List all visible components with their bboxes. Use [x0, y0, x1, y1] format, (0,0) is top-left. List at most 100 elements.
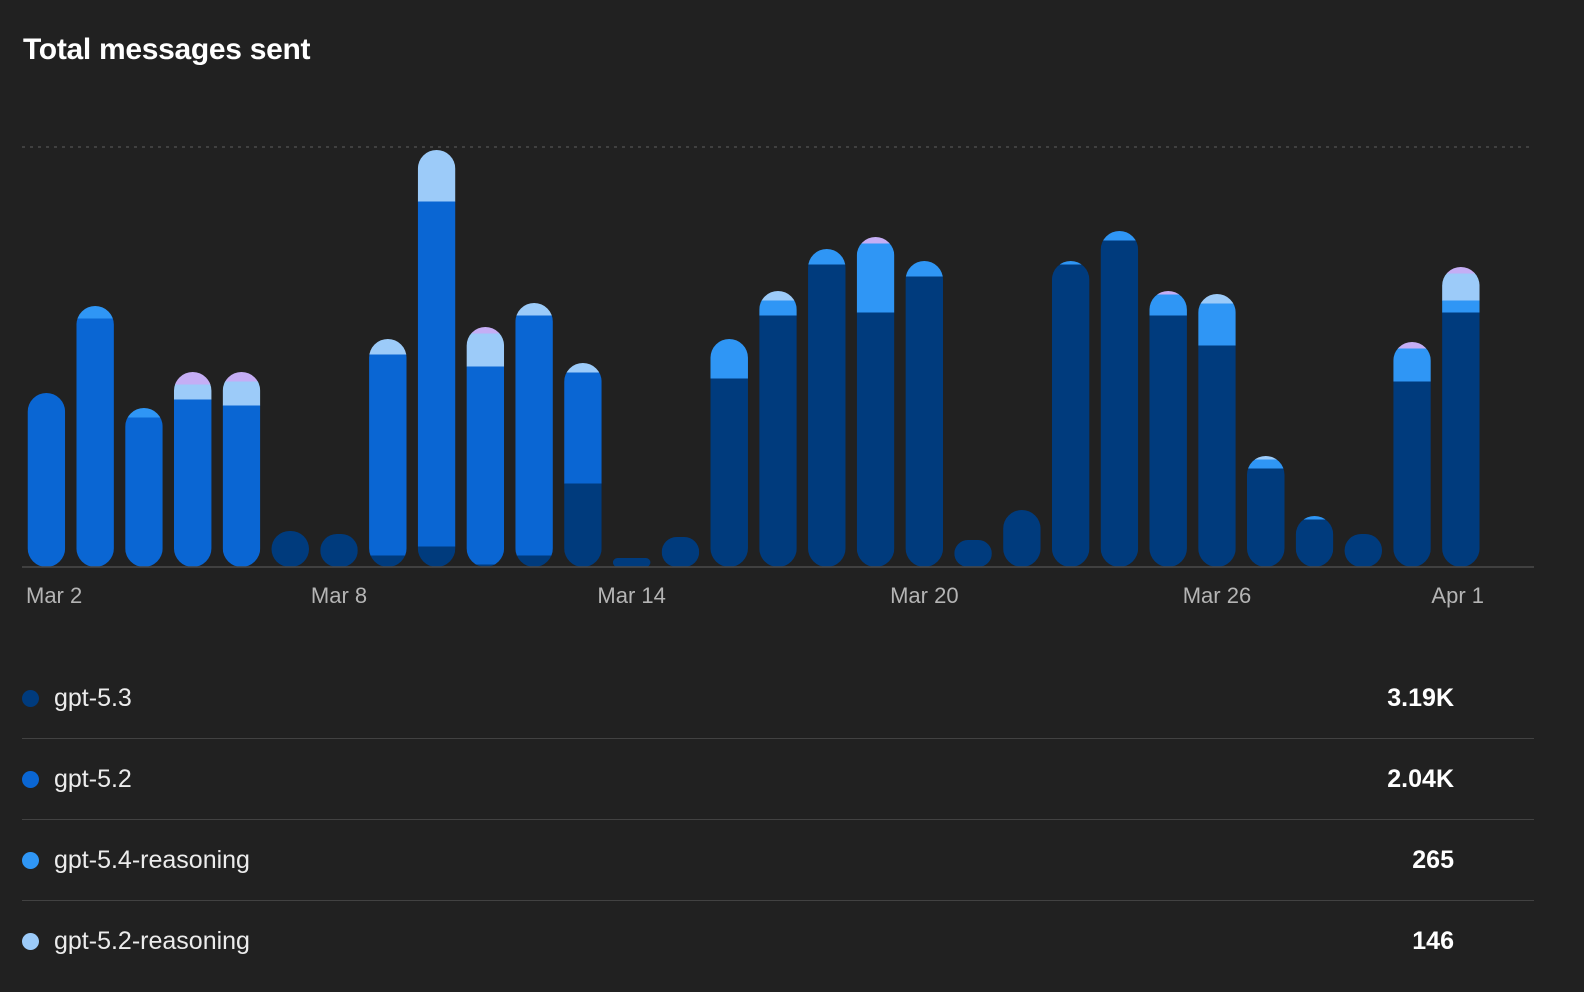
bar-segment	[1442, 273, 1480, 301]
bar[interactable]	[1295, 516, 1334, 568]
bar[interactable]	[905, 261, 944, 568]
bar-segment	[661, 537, 700, 567]
bar-segment	[271, 531, 310, 567]
bar-segment	[417, 546, 456, 567]
bar-segment	[1100, 231, 1139, 241]
bar[interactable]	[466, 327, 505, 568]
bar-segment	[905, 261, 944, 277]
bar-segment	[759, 291, 797, 301]
legend-label: gpt-5.2-reasoning	[54, 927, 250, 955]
bar-segment	[1003, 510, 1041, 567]
bar[interactable]	[1003, 510, 1041, 568]
bar-segment	[808, 249, 846, 265]
bar-segment	[954, 540, 992, 567]
bar[interactable]	[564, 363, 602, 568]
bar[interactable]	[320, 534, 358, 568]
bar-segment	[1149, 294, 1187, 316]
bar-segment	[369, 354, 407, 556]
bar-segment	[1149, 291, 1187, 295]
bar[interactable]	[808, 249, 846, 568]
bar-segment	[222, 405, 261, 567]
legend-item[interactable]: gpt-5.4-reasoning 265	[22, 820, 1534, 901]
bar-segment	[125, 408, 163, 418]
legend-dot	[22, 690, 39, 707]
bar-segment	[1051, 264, 1090, 567]
bar-segment	[612, 558, 651, 567]
x-tick-label: Mar 2	[26, 583, 82, 608]
bar-segment	[564, 483, 602, 567]
bar[interactable]	[954, 540, 992, 568]
bar[interactable]	[710, 339, 748, 568]
bar[interactable]	[1344, 534, 1383, 568]
bar[interactable]	[1051, 261, 1090, 568]
bar-segment	[173, 372, 212, 385]
bar[interactable]	[515, 303, 553, 568]
legend-dot	[22, 852, 39, 869]
bar[interactable]	[856, 237, 895, 568]
legend-item[interactable]: gpt-5.2 2.04K	[22, 739, 1534, 820]
bar-segment	[222, 381, 261, 406]
bar-segment	[856, 243, 895, 313]
bar-segment	[466, 564, 505, 567]
bar[interactable]	[27, 393, 66, 568]
bar-segment	[466, 327, 505, 334]
bar-segment	[1442, 267, 1480, 274]
bar-segment	[1246, 468, 1285, 567]
bar-segment	[1051, 261, 1090, 265]
bar-segment	[515, 555, 553, 567]
bar[interactable]	[417, 150, 456, 568]
bar-segment	[1442, 300, 1480, 313]
bar-segment	[76, 306, 114, 319]
bar-segment	[1246, 456, 1285, 460]
bar[interactable]	[125, 408, 163, 568]
bar[interactable]	[759, 291, 797, 568]
bar-segment	[515, 315, 553, 556]
bar[interactable]	[369, 339, 407, 568]
bar-segment	[466, 366, 505, 565]
bar-segment	[1198, 345, 1236, 567]
legend-item[interactable]: gpt-5.3 3.19K	[22, 658, 1534, 739]
bar-segment	[173, 384, 212, 400]
bar[interactable]	[1246, 456, 1285, 568]
bar-segment	[1393, 348, 1431, 382]
bar-segment	[1149, 315, 1187, 567]
bar[interactable]	[1198, 294, 1236, 568]
legend-label: gpt-5.4-reasoning	[54, 846, 250, 874]
legend-item[interactable]: gpt-5.2-reasoning 146	[22, 901, 1534, 982]
bar[interactable]	[661, 537, 700, 568]
bar[interactable]	[222, 372, 261, 568]
bars-group	[27, 150, 1480, 568]
bar-segment	[856, 237, 895, 244]
bar[interactable]	[612, 558, 651, 568]
legend-value: 146	[1412, 927, 1454, 955]
bar-segment	[1198, 303, 1236, 346]
legend-dot	[22, 771, 39, 788]
bar-segment	[856, 312, 895, 567]
bar-segment	[1100, 240, 1139, 567]
bar-segment	[564, 372, 602, 484]
bar[interactable]	[1442, 267, 1480, 568]
bar-segment	[1442, 312, 1480, 567]
bar-segment	[173, 399, 212, 567]
bar[interactable]	[1100, 231, 1139, 568]
bar-segment	[808, 264, 846, 567]
bar-segment	[76, 318, 114, 567]
bar-segment	[417, 201, 456, 547]
bar-segment	[222, 372, 261, 382]
bar[interactable]	[76, 306, 114, 568]
bar[interactable]	[1149, 291, 1187, 568]
bar[interactable]	[1393, 342, 1431, 568]
bar-segment	[125, 417, 163, 567]
bar[interactable]	[173, 372, 212, 568]
legend-value: 265	[1412, 846, 1454, 874]
bar-segment	[759, 300, 797, 316]
legend-value: 2.04K	[1387, 765, 1454, 793]
bar-segment	[466, 333, 505, 367]
bar-segment	[1198, 294, 1236, 304]
x-tick-labels: Mar 2 Mar 8 Mar 14 Mar 20 Mar 26 Apr 1	[26, 583, 1484, 608]
bar[interactable]	[271, 531, 310, 568]
bar-segment	[369, 339, 407, 355]
bar-segment	[564, 363, 602, 373]
chart-area: Mar 2 Mar 8 Mar 14 Mar 20 Mar 26 Apr 1	[22, 146, 1534, 608]
bar-segment	[320, 534, 358, 567]
